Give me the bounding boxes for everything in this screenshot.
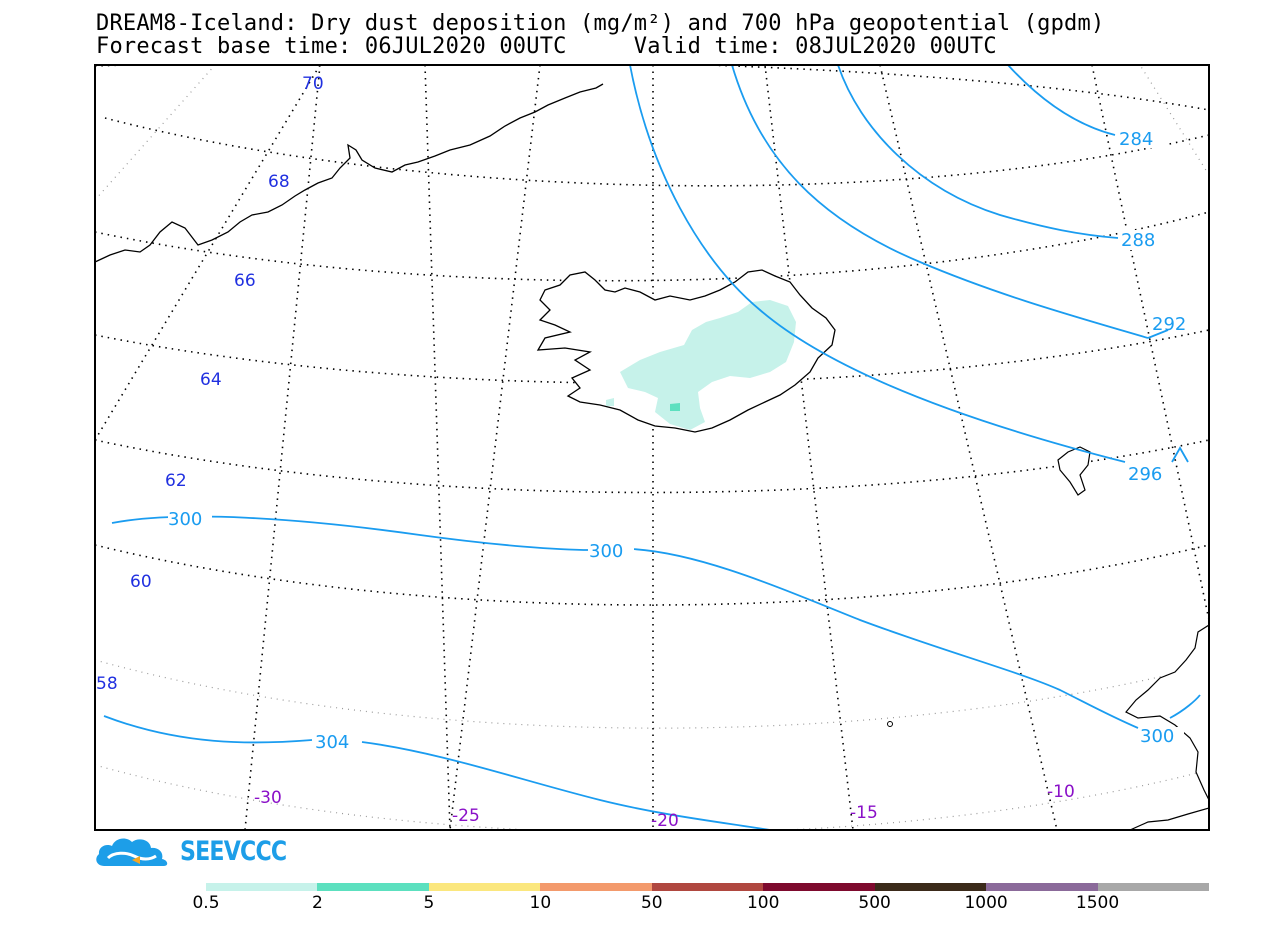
- contour-300-east: [1169, 694, 1201, 719]
- longitude-label-minus-15: -15: [850, 803, 878, 823]
- longitude-gridlines-faint: [95, 65, 1209, 201]
- contour-284: [1007, 65, 1116, 136]
- color-legend-bar: [206, 883, 1209, 891]
- contour-label-300-east: 300: [1140, 726, 1174, 747]
- latitude-label-66: 66: [234, 271, 256, 291]
- ireland-coastline: [1129, 807, 1209, 830]
- contour-label-304: 304: [315, 732, 349, 753]
- map-layers: [95, 65, 1209, 830]
- legend-label-8: 1500: [1075, 893, 1120, 913]
- dust-deposition-mid: [670, 403, 680, 411]
- logo-text: SEEVCCC: [180, 836, 287, 867]
- latitude-gridlines: [95, 65, 1209, 606]
- contour-304: [103, 715, 771, 830]
- cloud-icon: [96, 838, 168, 866]
- longitude-label-minus-20: -20: [651, 811, 679, 831]
- legend-label-7: 1000: [964, 893, 1008, 913]
- legend-swatch-2: [428, 883, 541, 891]
- legend-swatch-3: [540, 883, 652, 891]
- legend-label-6: 500: [858, 893, 891, 913]
- map-subtitle-times: Forecast base time: 06JUL2020 00UTC Vali…: [96, 34, 997, 59]
- legend-swatch-0: [206, 883, 318, 891]
- legend-swatch-4: [651, 883, 764, 891]
- dust-deposition-low: [620, 300, 796, 430]
- contour-label-300-center: 300: [589, 541, 623, 562]
- latitude-label-68: 68: [268, 172, 290, 192]
- longitude-label-minus-10: -10: [1047, 782, 1075, 802]
- scotland-coastline: [1125, 624, 1209, 801]
- rockall-islet: [887, 721, 893, 727]
- legend-label-5: 100: [746, 893, 780, 913]
- contour-label-300-west: 300: [168, 509, 202, 530]
- map-title: DREAM8-Iceland: Dry dust deposition (mg/…: [96, 11, 1105, 36]
- legend-label-0: 0.5: [192, 893, 220, 913]
- legend-label-4: 50: [640, 893, 663, 913]
- latitude-label-70: 70: [302, 74, 324, 94]
- longitude-label-minus-30: -30: [254, 788, 282, 808]
- legend-label-1: 2: [312, 893, 323, 913]
- latitude-label-58: 58: [96, 674, 118, 694]
- legend-label-3: 10: [529, 893, 552, 913]
- contour-label-288: 288: [1121, 230, 1155, 251]
- contour-300-north-b: [631, 548, 1139, 729]
- legend-swatch-5: [763, 883, 875, 891]
- contour-288: [837, 65, 1119, 239]
- map-frame: [94, 64, 1210, 831]
- faroe-islands-coastline: [1057, 446, 1091, 496]
- latitude-label-62: 62: [165, 471, 187, 491]
- contour-292-end: [1147, 329, 1169, 339]
- legend-swatch-1: [317, 883, 429, 891]
- contour-292: [731, 65, 1149, 339]
- longitude-label-minus-25: -25: [452, 806, 480, 826]
- contour-label-296: 296: [1128, 464, 1162, 485]
- latitude-label-60: 60: [130, 572, 152, 592]
- legend-swatch-7: [986, 883, 1098, 891]
- legend-swatch-8: [1097, 883, 1209, 891]
- legend-swatch-6: [874, 883, 987, 891]
- seevccc-logo: SEEVCCC: [94, 834, 314, 870]
- longitude-gridlines: [95, 65, 1209, 830]
- latitude-label-64: 64: [200, 370, 222, 390]
- contour-label-284: 284: [1119, 129, 1153, 150]
- geopotential-contours: [103, 65, 1201, 830]
- contour-296: [629, 65, 1126, 463]
- contour-296-hook: [1171, 446, 1189, 463]
- contour-labels: 284 288 292 296 300 300 300 304: [168, 128, 1186, 753]
- dust-deposition-low-west: [606, 398, 614, 406]
- legend-label-2: 5: [423, 893, 435, 913]
- contour-label-292: 292: [1152, 314, 1186, 335]
- greenland-coastline: [95, 83, 604, 263]
